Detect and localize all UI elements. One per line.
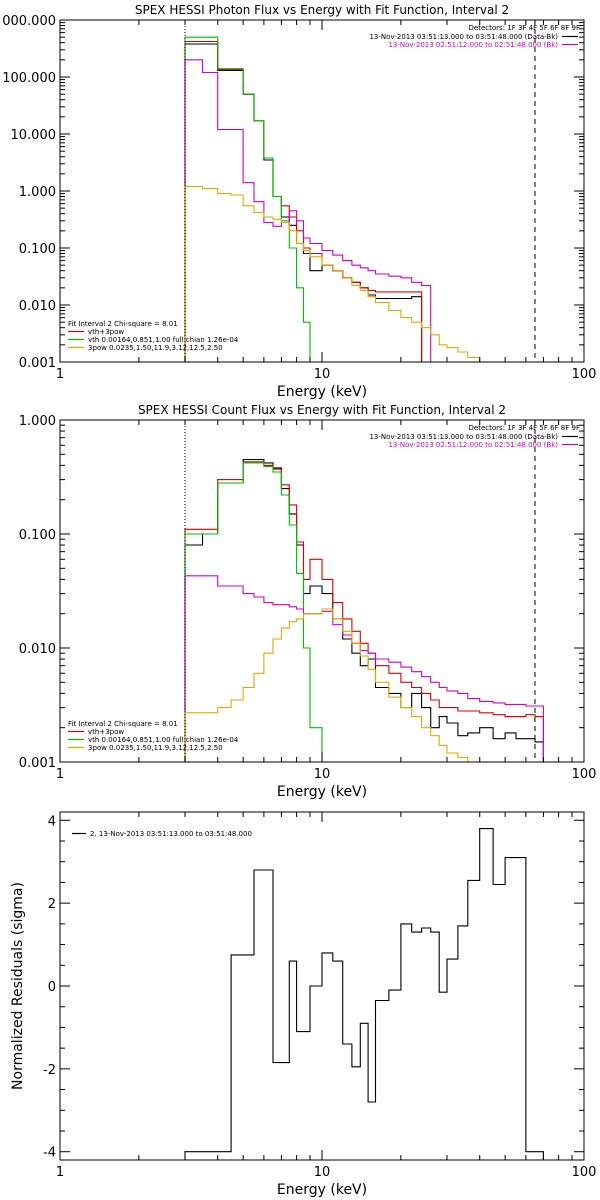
x-tick-label: 100 xyxy=(572,767,597,782)
fit-interval-label: Fit Interval 2 Chi-square = 8.01 xyxy=(68,320,178,328)
y-tick-label: 1.000 xyxy=(19,414,56,429)
x-tick-label: 1 xyxy=(56,767,64,782)
fit-legend-entry: vth+3pow xyxy=(88,728,124,736)
x-tick-label: 10 xyxy=(314,1165,331,1180)
detectors-label: Detectors: 1F 3F 4F 5F 6F 8F 9F xyxy=(469,424,580,432)
y-tick-label: 1.000 xyxy=(19,185,56,200)
plot-frame xyxy=(59,19,585,363)
y-axis-label: Normalized Residuals (sigma) xyxy=(10,882,26,1090)
chart-2: SPEX HESSI Count Flux vs Energy with Fit… xyxy=(19,403,597,800)
y-tick-label: 0.001 xyxy=(19,356,56,371)
x-axis-label: Energy (keV) xyxy=(277,384,367,400)
time-interval-label: 13-Nov-2013 02:51:12.000 to 02:51:48.000… xyxy=(388,441,558,449)
x-axis-label: Energy (keV) xyxy=(277,784,367,800)
y-tick-label: 100.000 xyxy=(2,71,56,86)
series-4-line xyxy=(184,59,432,362)
y-tick-label: 0.100 xyxy=(19,242,56,257)
chart-title: SPEX HESSI Count Flux vs Energy with Fit… xyxy=(138,403,506,417)
y-tick-label: -4 xyxy=(43,1146,56,1161)
fit-legend-entry: vth+3pow xyxy=(88,328,124,336)
y-tick-label: 4 xyxy=(48,814,56,829)
y-tick-label: 2 xyxy=(48,897,56,912)
y-tick-label: 000.000 xyxy=(2,14,56,29)
detectors-label: Detectors: 1F 3F 4F 5F 6F 8F 9F xyxy=(469,24,580,32)
fit-legend-entry: 3pow 0.0235,1.50,11.9,3.12,12.5,2.50 xyxy=(88,344,223,352)
series-2-line xyxy=(184,461,544,762)
chart-title: SPEX HESSI Photon Flux vs Energy with Fi… xyxy=(135,3,509,17)
y-tick-label: -2 xyxy=(43,1063,56,1078)
y-tick-label: 10.000 xyxy=(11,128,57,143)
x-tick-label: 100 xyxy=(572,367,597,382)
x-tick-label: 10 xyxy=(314,367,331,382)
fit-legend-entry: vth 0.00164,0.851,1.00 full chian 1.26e-… xyxy=(88,736,239,744)
fit-legend-entry: 3pow 0.0235,1.50,11.9,3.12,12.5,2.50 xyxy=(88,744,223,752)
fit-legend-entry: vth 0.00164,0.851,1.00 full chian 1.26e-… xyxy=(88,336,239,344)
y-tick-label: 0.010 xyxy=(19,642,56,657)
x-tick-label: 1 xyxy=(56,367,64,382)
series-5-line xyxy=(184,185,494,362)
series-4-line xyxy=(184,575,544,762)
time-interval-label: 13-Nov-2013 03:51:13.000 to 03:51:48.000… xyxy=(369,433,558,441)
y-tick-label: 0.100 xyxy=(19,528,56,543)
series-group xyxy=(184,458,544,762)
chart-1: SPEX HESSI Photon Flux vs Energy with Fi… xyxy=(2,3,596,400)
time-interval-label: 13-Nov-2013 03:51:13.000 to 03:51:48.000… xyxy=(369,33,558,41)
x-tick-label: 1 xyxy=(56,1165,64,1180)
chart-3: 1 10 100 Energy (keV) -4 -2 0 2 4 Normalized Resi… xyxy=(10,811,597,1198)
time-interval-label: 13-Nov-2013 02:51:12.000 to 02:51:48.000… xyxy=(388,41,558,49)
series-3-line xyxy=(184,462,334,762)
x-tick-label: 100 xyxy=(572,1165,597,1180)
y-tick-label: 0.001 xyxy=(19,756,56,771)
series-group xyxy=(184,828,544,1160)
fit-interval-label: Fit Interval 2 Chi-square = 8.01 xyxy=(68,720,178,728)
series-1-line xyxy=(184,458,544,762)
y-tick-label: 0 xyxy=(48,980,56,995)
residual-legend-label: 2. 13-Nov-2013 03:51:13.000 to 03:51:48.… xyxy=(90,830,252,838)
x-tick-label: 10 xyxy=(314,767,331,782)
y-tick-label: 0.010 xyxy=(19,299,56,314)
series-1-line xyxy=(184,828,544,1160)
x-axis-label: Energy (keV) xyxy=(277,1182,367,1198)
series-group xyxy=(184,36,494,362)
series-3-line xyxy=(184,36,311,362)
series-5-line xyxy=(184,608,494,762)
